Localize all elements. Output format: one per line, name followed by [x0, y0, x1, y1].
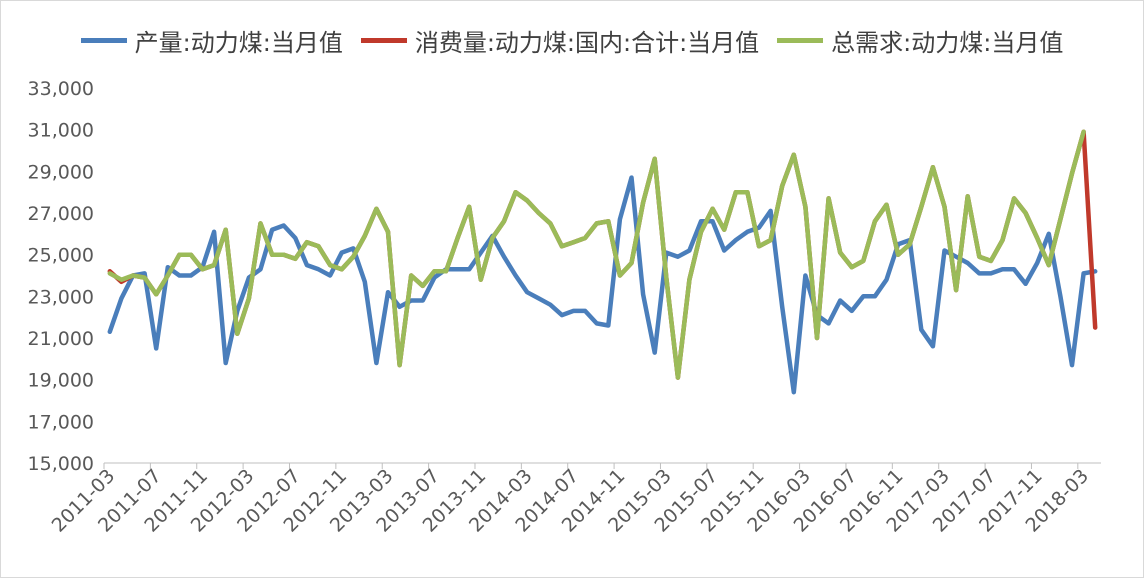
- legend-label-production: 产量:动力煤:当月值: [134, 29, 343, 57]
- legend-label-consumption: 消费量:动力煤:国内:合计:当月值: [414, 29, 760, 57]
- legend-item-total-demand: 总需求:动力煤:当月值: [777, 23, 1063, 58]
- legend-swatch-total-demand: [777, 38, 824, 43]
- legend-item-production: 产量:动力煤:当月值: [80, 23, 343, 58]
- series-line-total-demand: [107, 129, 1086, 380]
- legend-swatch-consumption: [360, 38, 407, 43]
- chart-legend: 产量:动力煤:当月值 消费量:动力煤:国内:合计:当月值 总需求:动力煤:当月值: [1, 23, 1143, 58]
- y-tick-label: 27,000: [28, 203, 94, 225]
- y-tick-label: 23,000: [28, 286, 94, 308]
- y-tick-label: 15,000: [28, 453, 94, 475]
- y-tick-label: 19,000: [28, 370, 94, 392]
- y-tick-label: 21,000: [28, 328, 94, 350]
- y-tick-label: 29,000: [28, 161, 94, 183]
- legend-label-total-demand: 总需求:动力煤:当月值: [831, 29, 1064, 57]
- y-tick-label: 31,000: [28, 120, 94, 142]
- legend-item-consumption: 消费量:动力煤:国内:合计:当月值: [360, 23, 760, 58]
- y-tick-label: 17,000: [28, 411, 94, 433]
- series-line-production: [107, 175, 1098, 395]
- legend-swatch-production: [80, 38, 127, 43]
- y-tick-label: 25,000: [28, 245, 94, 267]
- y-tick-label: 33,000: [28, 78, 94, 100]
